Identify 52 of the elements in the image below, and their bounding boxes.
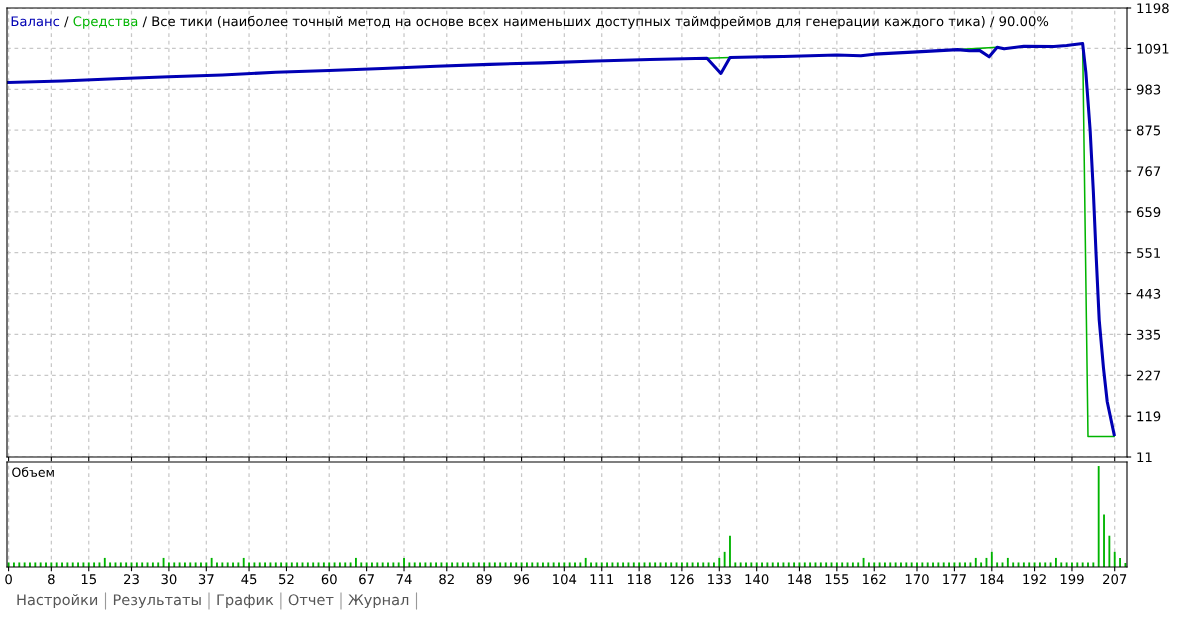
y-tick-label: 551 (1137, 248, 1160, 258)
y-tick-label: 1091 (1137, 43, 1169, 54)
x-tick-label: 177 (943, 574, 966, 584)
x-tick-label: 111 (590, 574, 614, 584)
y-tick-label: 11 (1137, 452, 1152, 463)
x-tick-label: 30 (161, 574, 177, 585)
x-tick-label: 199 (1060, 574, 1084, 585)
x-tick-label: 155 (825, 574, 849, 585)
text: Результаты (113, 594, 201, 609)
x-tick-label: 15 (81, 574, 96, 585)
line-series (7, 42, 1116, 437)
text: / Все тики (наиболее точный метод на основе всех наименьших доступных таймфреймов для генерации каждого тика) / 90.00% (142, 15, 1049, 29)
y-tick-label: 119 (1137, 411, 1161, 422)
x-tick-label: 207 (1103, 574, 1127, 585)
x-tick-label: 52 (279, 574, 294, 585)
x-tick-label: 118 (627, 574, 651, 585)
y-tick-label: 659 (1136, 207, 1161, 218)
x-tick-label: 170 (905, 574, 929, 585)
y-tick-label: 1198 (1137, 3, 1169, 14)
x-tick-label: 23 (124, 574, 139, 585)
text: Средства (73, 16, 138, 29)
y-tick-label: 443 (1136, 288, 1161, 299)
x-tick-label: 162 (863, 574, 886, 585)
x-tick-label: 60 (321, 574, 337, 585)
legend-title: / (64, 16, 69, 28)
x-tick-label: 82 (439, 574, 454, 585)
text: Журнал (348, 594, 409, 609)
x-tick-label: 37 (198, 574, 214, 585)
x-tick-label: 67 (359, 574, 374, 585)
x-tick-label: 74 (396, 574, 412, 584)
x-tick-label: 96 (514, 574, 530, 585)
y-tick-label: 335 (1137, 329, 1161, 340)
chart-title: Объем (12, 467, 54, 477)
x-tick-label: 89 (476, 574, 492, 585)
x-tick-label: 104 (553, 574, 577, 585)
x-tick-label: 148 (788, 574, 812, 585)
y-tick-label: 983 (1136, 84, 1161, 95)
text: Настройки (17, 594, 98, 609)
text: График (217, 594, 274, 609)
y-tick-label: 875 (1136, 125, 1161, 136)
y-tick-label: 227 (1136, 370, 1161, 381)
x-tick-label: 0 (5, 574, 12, 585)
x-tick-label: 140 (745, 574, 769, 585)
y-tick-label: 767 (1137, 166, 1161, 177)
text: Отчет (288, 594, 334, 606)
text: Баланс (11, 16, 60, 27)
x-tick-label: 192 (1023, 574, 1046, 585)
x-tick-label: 45 (241, 574, 257, 585)
x-tick-label: 126 (670, 574, 694, 585)
x-tick-label: 184 (980, 574, 1004, 585)
x-tick-label: 133 (708, 574, 731, 585)
x-tick-label: 8 (48, 574, 55, 585)
